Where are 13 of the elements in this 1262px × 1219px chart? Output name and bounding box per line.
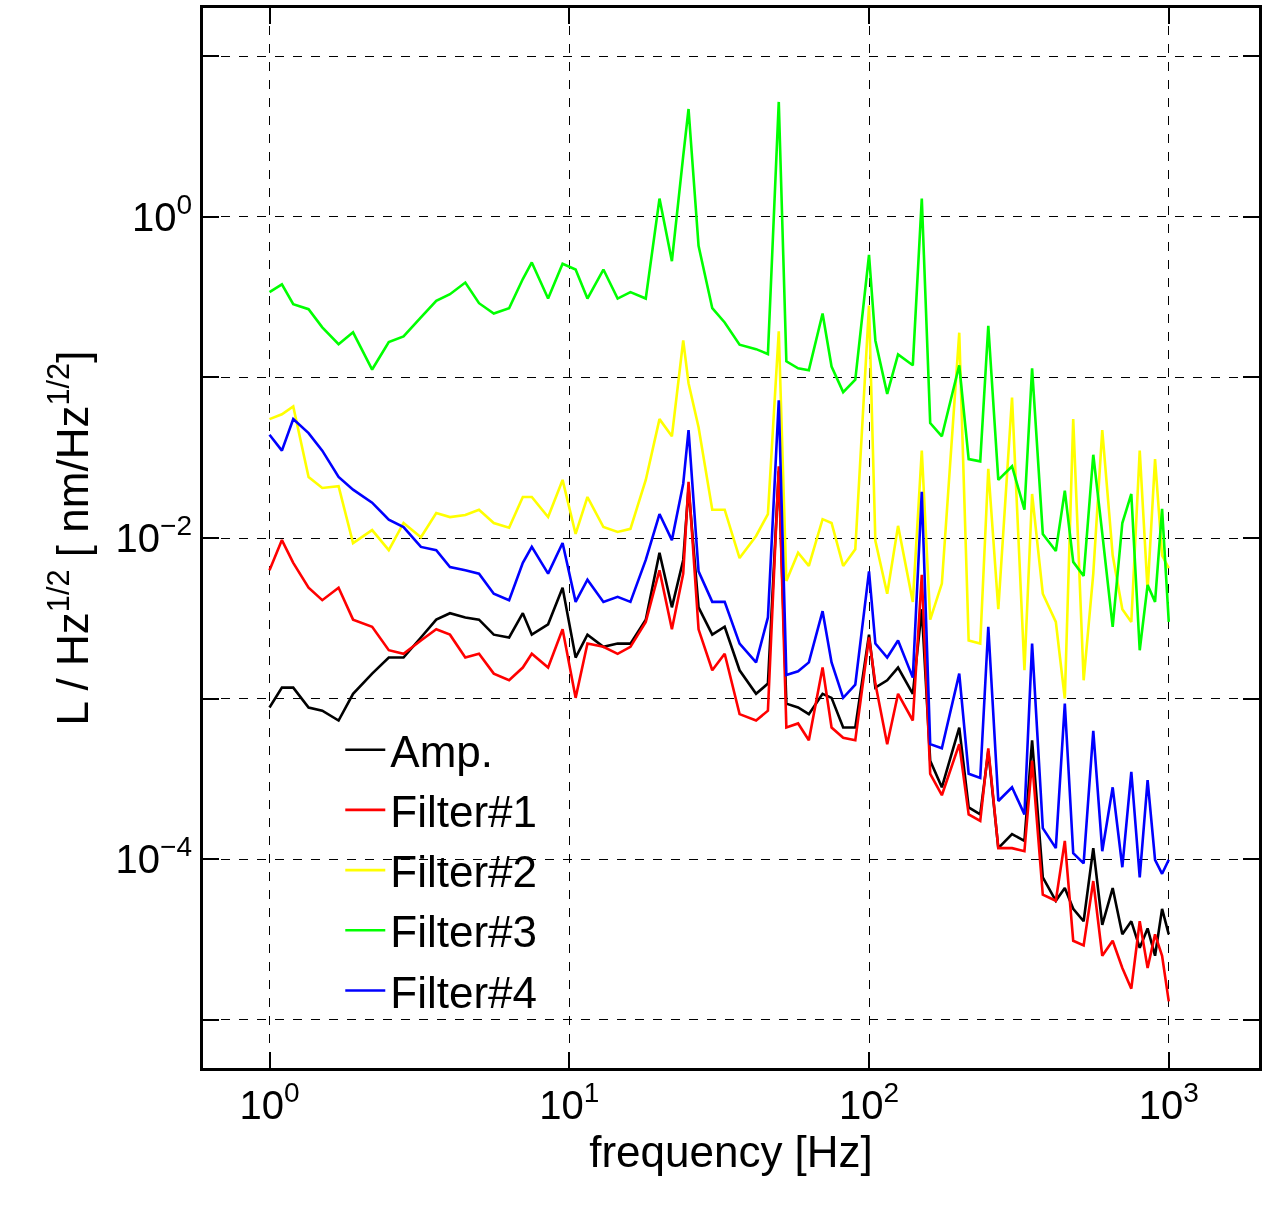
legend-label: Amp. bbox=[390, 726, 493, 776]
x-tick-label: 10$^{2}$ bbox=[838, 1077, 900, 1127]
y-tick-label: 10$^{−4}$ bbox=[115, 831, 192, 882]
legend-label: Filter#1 bbox=[390, 787, 537, 837]
y-tick-label: 10$^{−2}$ bbox=[115, 510, 192, 560]
x-tick-label: 10$^{0}$ bbox=[239, 1077, 300, 1127]
x-tick-label: 10$^{3}$ bbox=[1138, 1077, 1199, 1127]
x-tick-label: 10$^{1}$ bbox=[539, 1077, 600, 1127]
legend-label: Filter#2 bbox=[390, 847, 537, 897]
legend-label: Filter#3 bbox=[390, 907, 537, 957]
legend-label: Filter#4 bbox=[390, 967, 537, 1017]
y-tick-label: 10$^{0}$ bbox=[131, 189, 192, 239]
x-axis-title: frequency [Hz] bbox=[589, 1127, 873, 1176]
